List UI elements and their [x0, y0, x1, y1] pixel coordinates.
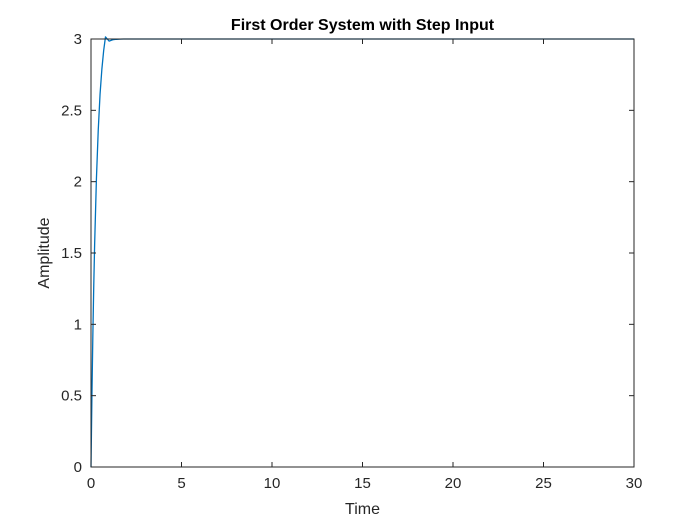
y-tick-label: 0: [74, 459, 82, 476]
y-tick-label: 2: [74, 174, 82, 191]
y-tick-label: 1.5: [61, 245, 82, 262]
y-tick-label: 0.5: [61, 388, 82, 405]
x-tick-label: 10: [264, 475, 281, 492]
plot-area: [91, 39, 634, 467]
x-axis-label: Time: [345, 501, 380, 518]
chart-title: First Order System with Step Input: [231, 17, 495, 34]
x-tick-label: 30: [626, 475, 643, 492]
y-tick-label: 2.5: [61, 102, 82, 119]
y-axis-label: Amplitude: [36, 217, 53, 288]
x-tick-label: 25: [535, 475, 552, 492]
ticks-layer: 0 5 10 15 20 25 30 0 0.5 1 1.5 2 2.5 3: [61, 31, 642, 492]
x-tick-label: 20: [445, 475, 462, 492]
y-tick-label: 1: [74, 316, 82, 333]
x-tick-label: 0: [87, 475, 95, 492]
x-tick-label: 5: [177, 475, 185, 492]
x-tick-label: 15: [354, 475, 371, 492]
y-tick-label: 3: [74, 31, 82, 48]
